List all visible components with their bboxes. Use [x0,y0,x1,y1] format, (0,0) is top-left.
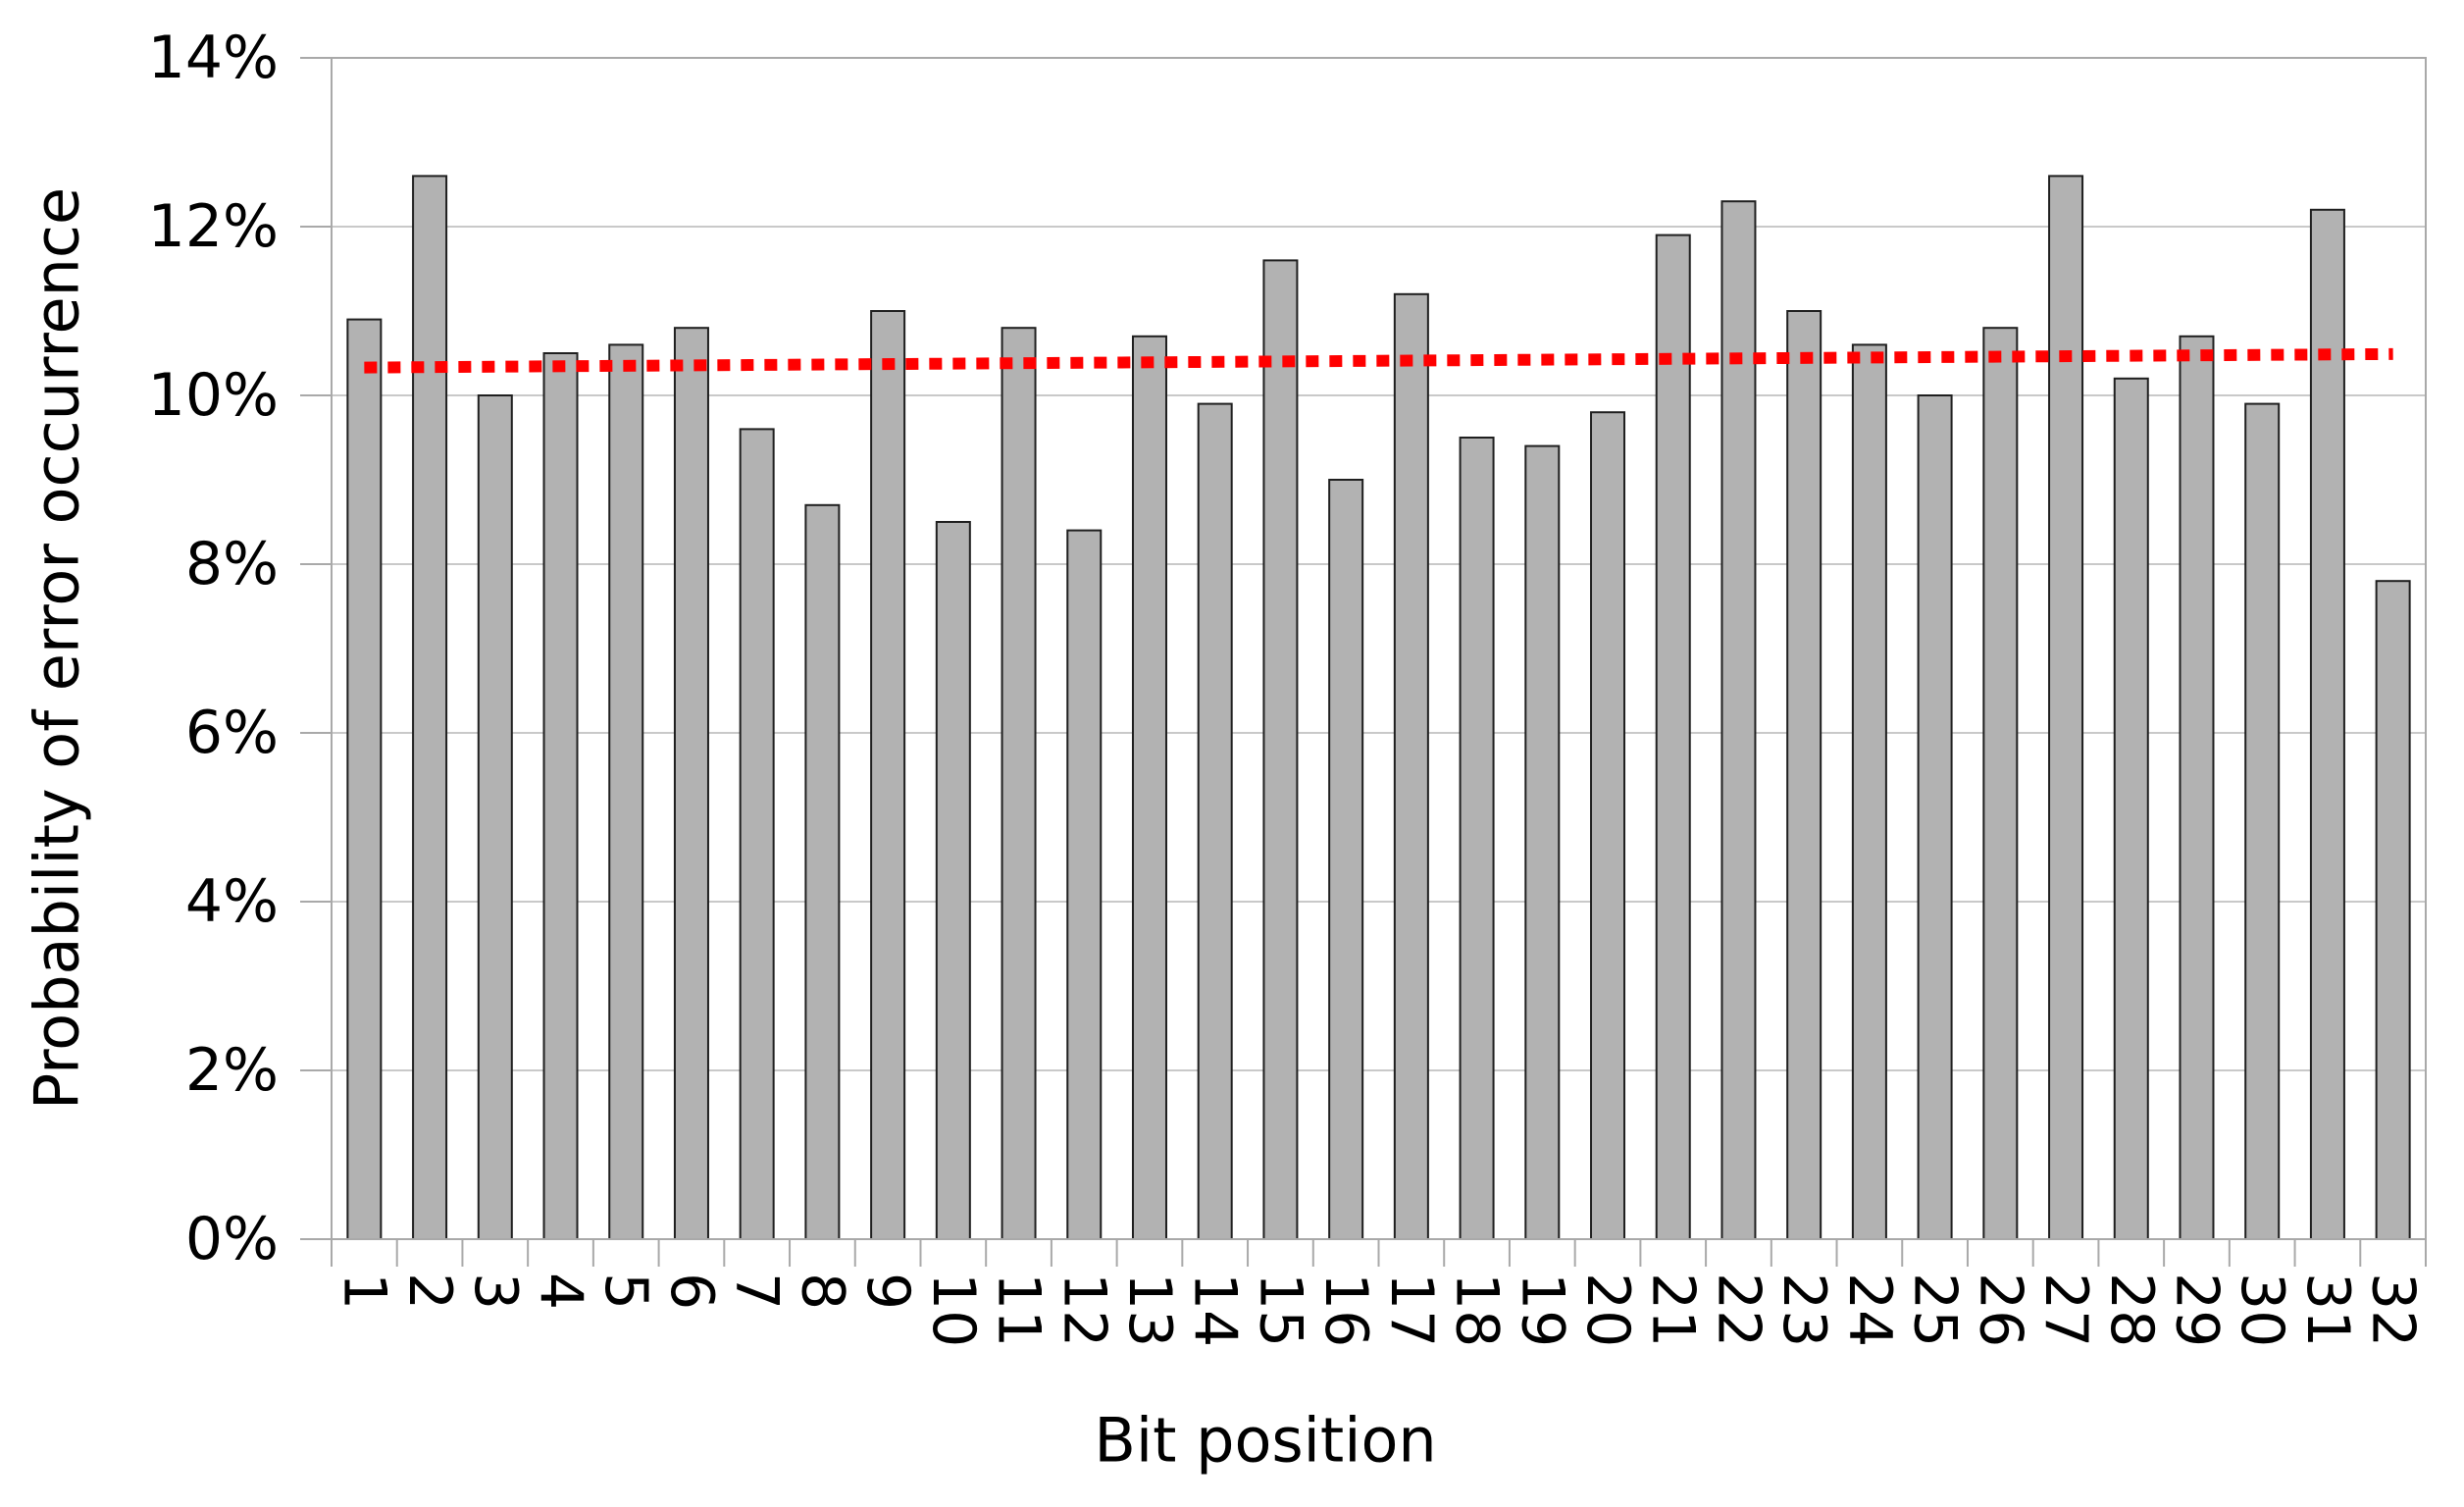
x-tick-label-4: 4 [527,1273,595,1310]
x-tick-label-31: 31 [2293,1273,2362,1347]
x-tick-label-26: 26 [1966,1273,2034,1347]
x-tick-label-5: 5 [591,1273,660,1310]
bar-31 [2309,208,2345,1240]
x-tick-label-30: 30 [2228,1273,2296,1347]
bar-6 [673,327,709,1240]
trendline [364,347,2393,374]
bar-23 [1786,310,1822,1240]
bar-14 [1197,402,1233,1241]
x-tick-label-2: 2 [395,1273,464,1310]
x-tick-label-7: 7 [723,1273,792,1310]
x-tick-label-22: 22 [1704,1273,1772,1347]
bar-22 [1720,200,1757,1241]
bar-5 [608,343,644,1240]
bar-30 [2244,402,2281,1241]
x-tick-label-27: 27 [2031,1273,2100,1347]
x-tick-label-15: 15 [1246,1273,1314,1347]
bar-7 [739,428,775,1240]
bar-16 [1328,479,1364,1240]
bar-13 [1131,335,1167,1240]
bar-26 [1982,327,2019,1240]
x-tick-label-20: 20 [1573,1273,1642,1347]
bar-29 [2179,335,2215,1240]
x-tick-label-18: 18 [1443,1273,1512,1347]
bar-20 [1590,411,1626,1240]
x-tick-label-17: 17 [1377,1273,1446,1347]
y-axis-title: Probability of error occurrence [22,187,93,1110]
x-tick-label-28: 28 [2097,1273,2166,1347]
y-tick-label-6%: 6% [185,699,279,767]
x-tick-label-11: 11 [985,1273,1053,1347]
plot-border [331,57,2427,1240]
bar-32 [2375,580,2411,1240]
y-tick-label-12%: 12% [148,192,279,261]
bar-21 [1655,234,1691,1241]
bar-4 [542,352,579,1240]
x-tick-label-12: 12 [1050,1273,1118,1347]
x-tick-label-13: 13 [1115,1273,1184,1347]
bar-2 [412,175,448,1240]
bar-18 [1459,437,1495,1240]
x-tick-label-21: 21 [1639,1273,1708,1347]
x-tick-label-14: 14 [1181,1273,1250,1347]
y-tick-label-14%: 14% [148,24,279,92]
bar-25 [1917,394,1953,1240]
y-tick-label-10%: 10% [148,361,279,430]
x-tick-label-32: 32 [2359,1273,2428,1347]
y-tick-label-8%: 8% [185,530,279,598]
y-tick-label-4%: 4% [185,867,279,936]
x-tick-label-29: 29 [2162,1273,2231,1347]
bar-24 [1851,343,1887,1240]
x-tick-label-1: 1 [330,1273,398,1310]
x-tick-label-8: 8 [788,1273,856,1310]
bar-12 [1066,529,1103,1240]
bar-1 [346,318,383,1241]
bar-8 [804,503,841,1240]
x-tick-label-16: 16 [1311,1273,1380,1347]
x-tick-label-19: 19 [1508,1273,1576,1347]
bar-27 [2048,175,2084,1240]
x-tick-label-6: 6 [657,1273,726,1310]
x-tick-label-25: 25 [1901,1273,1970,1347]
y-tick-label-0%: 0% [185,1205,279,1273]
x-tick-label-3: 3 [461,1273,530,1310]
bar-9 [870,310,906,1240]
bar-15 [1262,259,1299,1240]
bar-19 [1524,444,1561,1241]
bar-28 [2113,377,2149,1240]
bar-11 [1001,327,1037,1240]
y-tick-label-2%: 2% [185,1036,279,1105]
bar-3 [477,394,513,1240]
x-axis-title: Bit position [1094,1405,1436,1477]
x-tick-label-24: 24 [1835,1273,1904,1347]
bar-10 [935,521,971,1240]
plot-area: 0%2%4%6%8%10%12%14%123456789101112131415… [148,24,2428,1347]
bar-17 [1393,292,1429,1240]
x-tick-label-23: 23 [1770,1273,1838,1347]
x-tick-label-9: 9 [853,1273,922,1310]
x-tick-label-10: 10 [919,1273,988,1347]
